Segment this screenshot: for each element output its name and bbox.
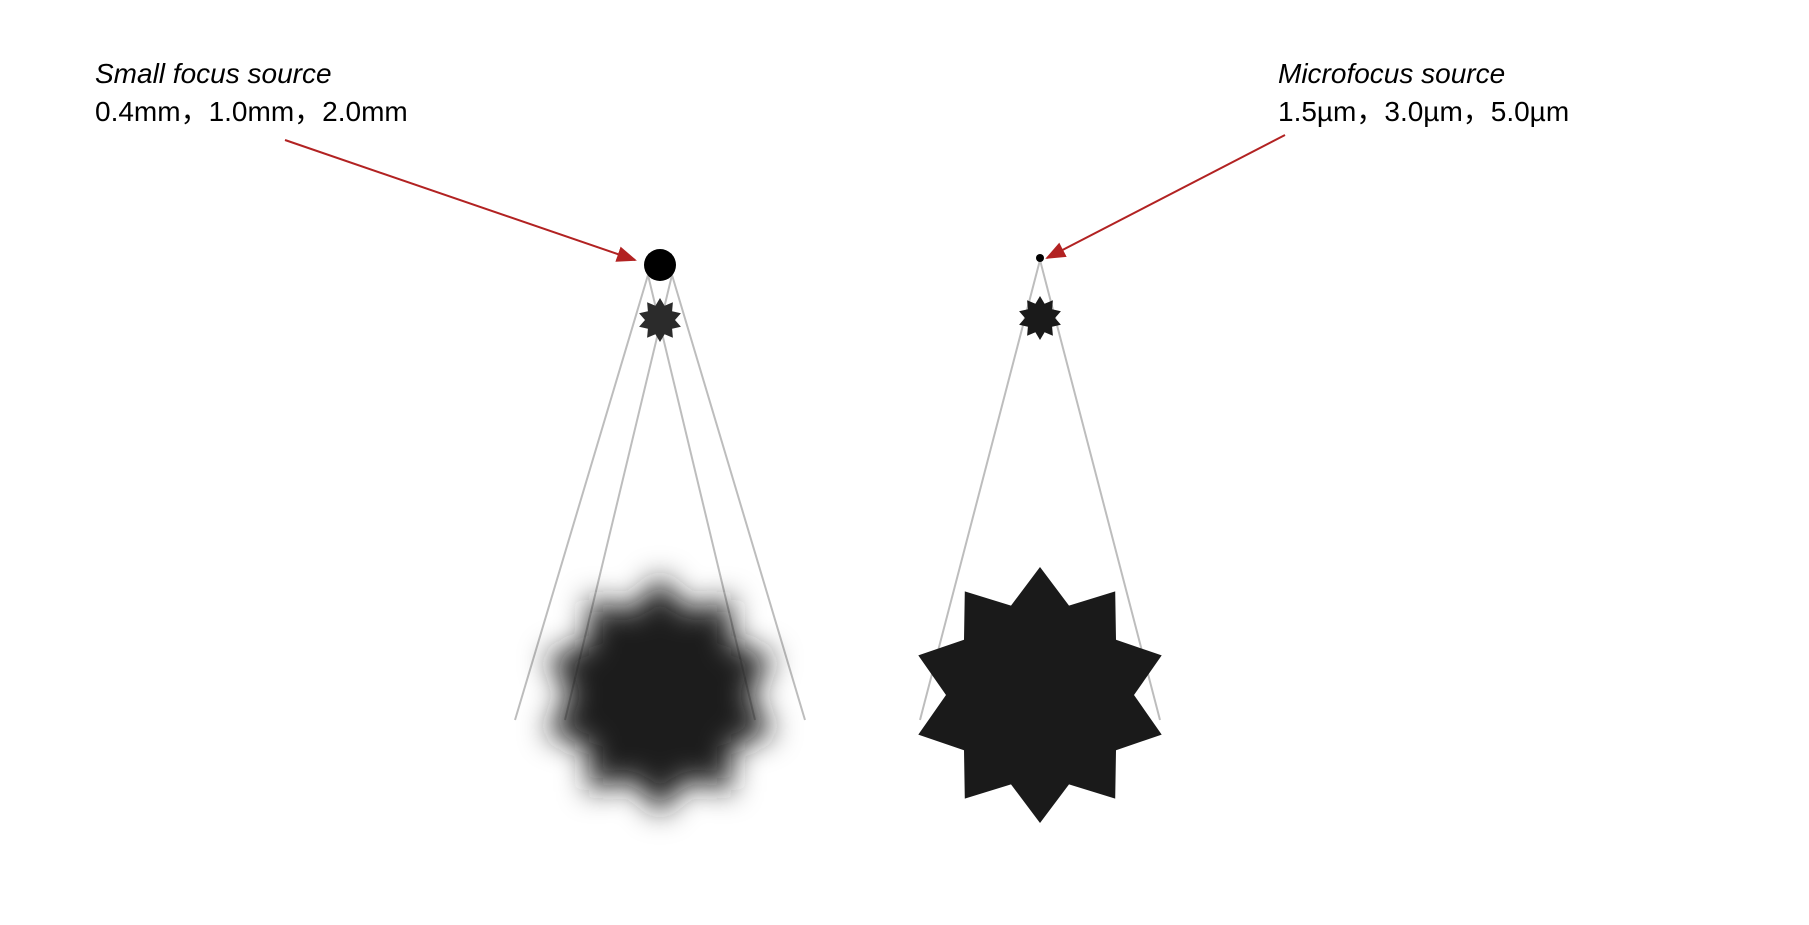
left-projection-gear-icon <box>546 575 774 815</box>
right-object-gear-icon <box>1019 296 1061 340</box>
right-projection-gear-icon <box>918 567 1161 823</box>
left-arrow-icon <box>285 140 635 260</box>
diagram-svg <box>0 0 1809 925</box>
left-object-gear-icon <box>639 298 681 342</box>
right-source-dot-icon <box>1036 254 1044 262</box>
left-source-dot-icon <box>644 249 676 281</box>
right-arrow-icon <box>1047 135 1285 258</box>
diagram-canvas: Small focus source 0.4mm，1.0mm，2.0mm Mic… <box>0 0 1809 925</box>
